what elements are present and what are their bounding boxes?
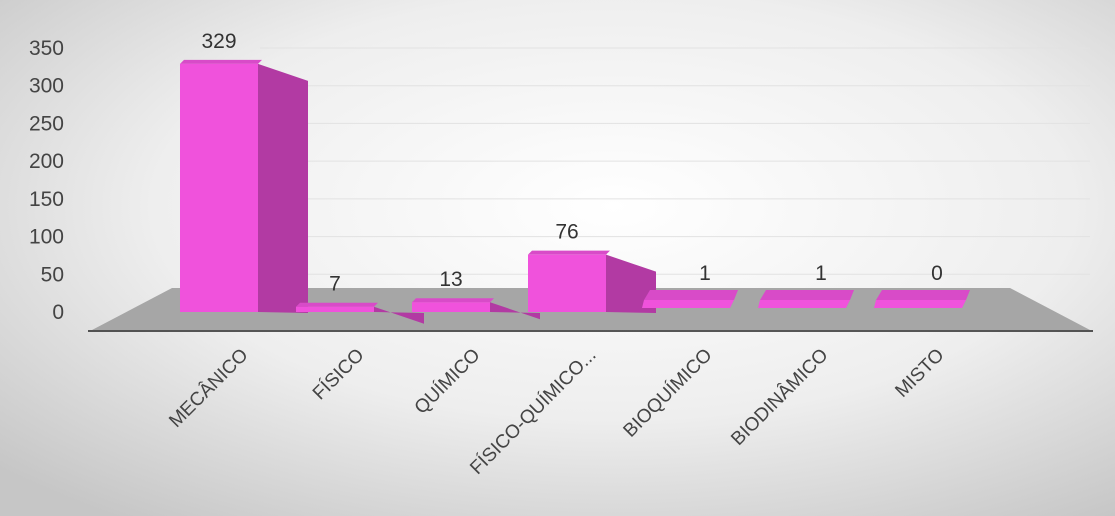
y-tick-label: 50 bbox=[41, 263, 64, 286]
y-tick-label: 0 bbox=[52, 301, 64, 324]
bar bbox=[642, 290, 738, 308]
y-tick-label: 100 bbox=[29, 226, 64, 249]
bar-front bbox=[528, 254, 606, 312]
data-label: 7 bbox=[329, 273, 341, 296]
y-tick-label: 150 bbox=[29, 188, 64, 211]
y-tick-label: 300 bbox=[29, 75, 64, 98]
bar-top bbox=[528, 250, 610, 255]
data-label: 1 bbox=[815, 262, 827, 285]
data-label: 329 bbox=[201, 30, 236, 53]
bar-front bbox=[180, 63, 258, 313]
bar-top bbox=[412, 298, 494, 303]
data-label: 1 bbox=[699, 262, 711, 285]
y-tick-label: 350 bbox=[29, 37, 64, 60]
y-axis-ticks: 0 50 100 150 200 250 300 350 bbox=[29, 37, 64, 324]
bar bbox=[874, 290, 970, 308]
bar-front bbox=[642, 300, 734, 308]
bar-side bbox=[490, 302, 540, 320]
y-tick-label: 250 bbox=[29, 112, 64, 135]
data-label: 13 bbox=[439, 268, 462, 291]
bar-top bbox=[760, 290, 854, 300]
bar bbox=[758, 290, 854, 308]
bar-top bbox=[180, 59, 262, 64]
bar-top bbox=[876, 290, 970, 300]
bar-side bbox=[258, 63, 308, 314]
bar-front bbox=[412, 302, 490, 312]
bars bbox=[180, 59, 970, 324]
data-label: 76 bbox=[555, 221, 578, 244]
bar bbox=[528, 250, 656, 313]
data-label: 0 bbox=[931, 262, 943, 285]
bar-front bbox=[874, 300, 966, 308]
bar-side bbox=[606, 254, 656, 313]
bar-top bbox=[296, 302, 378, 307]
bar-side bbox=[374, 306, 424, 324]
bar-top bbox=[644, 290, 738, 300]
bar-front bbox=[296, 306, 374, 312]
y-tick-label: 200 bbox=[29, 150, 64, 173]
bar bbox=[412, 298, 540, 320]
gridlines bbox=[260, 47, 1090, 275]
bar bbox=[180, 59, 308, 314]
bar-front bbox=[758, 300, 850, 308]
bar bbox=[296, 302, 424, 324]
data-labels: 329 7 13 76 1 1 0 bbox=[201, 30, 942, 296]
